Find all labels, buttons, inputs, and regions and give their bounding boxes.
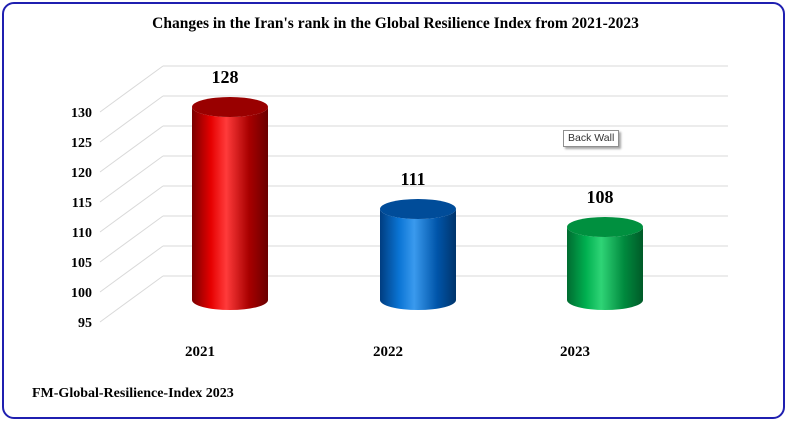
side-wall-line [99, 245, 164, 293]
bar-body [380, 209, 456, 310]
bar-2023[interactable] [567, 217, 643, 310]
data-label: 111 [400, 169, 425, 189]
side-wall-line [99, 185, 164, 233]
y-tick-label: 100 [71, 286, 92, 301]
side-wall-line [99, 125, 164, 173]
bar-2021[interactable] [192, 97, 268, 310]
data-label: 108 [587, 187, 614, 207]
y-tick-label: 125 [71, 136, 92, 151]
bar-top [567, 217, 643, 237]
bar-body [567, 227, 643, 310]
side-wall-line [99, 215, 164, 263]
bar-top [380, 199, 456, 219]
source-note: FM-Global-Resilience-Index 2023 [32, 386, 234, 401]
x-category-label: 2023 [560, 344, 590, 360]
y-tick-label: 130 [71, 106, 92, 121]
back-wall-tooltip: Back Wall [563, 130, 620, 147]
bar-body [192, 107, 268, 310]
y-tick-label: 115 [72, 196, 92, 211]
side-wall-line [99, 95, 164, 143]
y-tick-label: 110 [72, 226, 92, 241]
data-label: 128 [212, 67, 239, 87]
bar-2022[interactable] [380, 199, 456, 310]
x-category-label: 2021 [185, 344, 215, 360]
y-tick-label: 95 [78, 316, 92, 331]
bar-top [192, 97, 268, 117]
side-wall-line [99, 65, 164, 113]
y-tick-label: 105 [71, 256, 92, 271]
side-wall-line [99, 275, 164, 323]
y-tick-label: 120 [71, 166, 92, 181]
chart-title: Changes in the Iran's rank in the Global… [152, 15, 639, 32]
side-wall-line [99, 155, 164, 203]
x-category-label: 2022 [373, 344, 403, 360]
